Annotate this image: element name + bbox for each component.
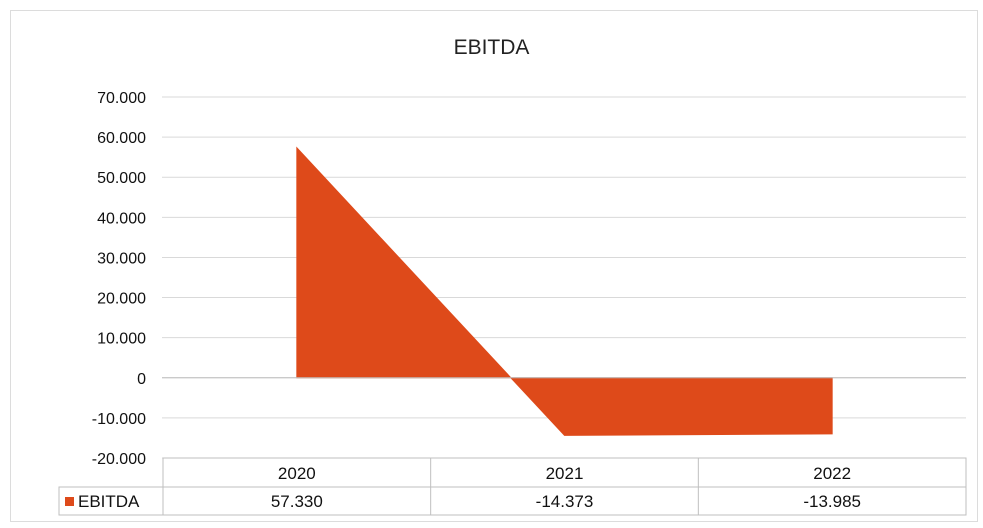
y-tick-label: 70.000 [97, 90, 146, 107]
category-label: 2022 [813, 464, 851, 483]
category-label: 2020 [278, 464, 316, 483]
data-label: -14.373 [536, 492, 594, 511]
y-tick-label: 60.000 [97, 130, 146, 147]
legend-swatch [65, 497, 74, 506]
y-tick-label: 0 [137, 371, 146, 388]
data-label: -13.985 [803, 492, 861, 511]
y-axis-ticks: 70.000 60.000 50.000 40.000 30.000 20.000 10.0… [92, 90, 146, 468]
chart-title: EBITDA [453, 36, 530, 59]
category-label: 2021 [546, 464, 584, 483]
y-tick-label: 10.000 [97, 331, 146, 348]
y-tick-label: -10.000 [92, 411, 146, 428]
data-table: 2020 2021 2022 57.330 -14.373 -13.985 EBITDA [58, 457, 967, 516]
legend-label: EBITDA [78, 492, 140, 511]
series-area [162, 146, 966, 436]
y-tick-label: 20.000 [97, 291, 146, 308]
data-label: 57.330 [271, 492, 323, 511]
chart-frame [10, 10, 978, 522]
y-tick-label: 50.000 [97, 170, 146, 187]
series-area-ebitda [296, 146, 833, 436]
y-tick-label: 40.000 [97, 210, 146, 227]
y-tick-label: 30.000 [97, 250, 146, 267]
y-tick-label: -20.000 [92, 451, 146, 468]
